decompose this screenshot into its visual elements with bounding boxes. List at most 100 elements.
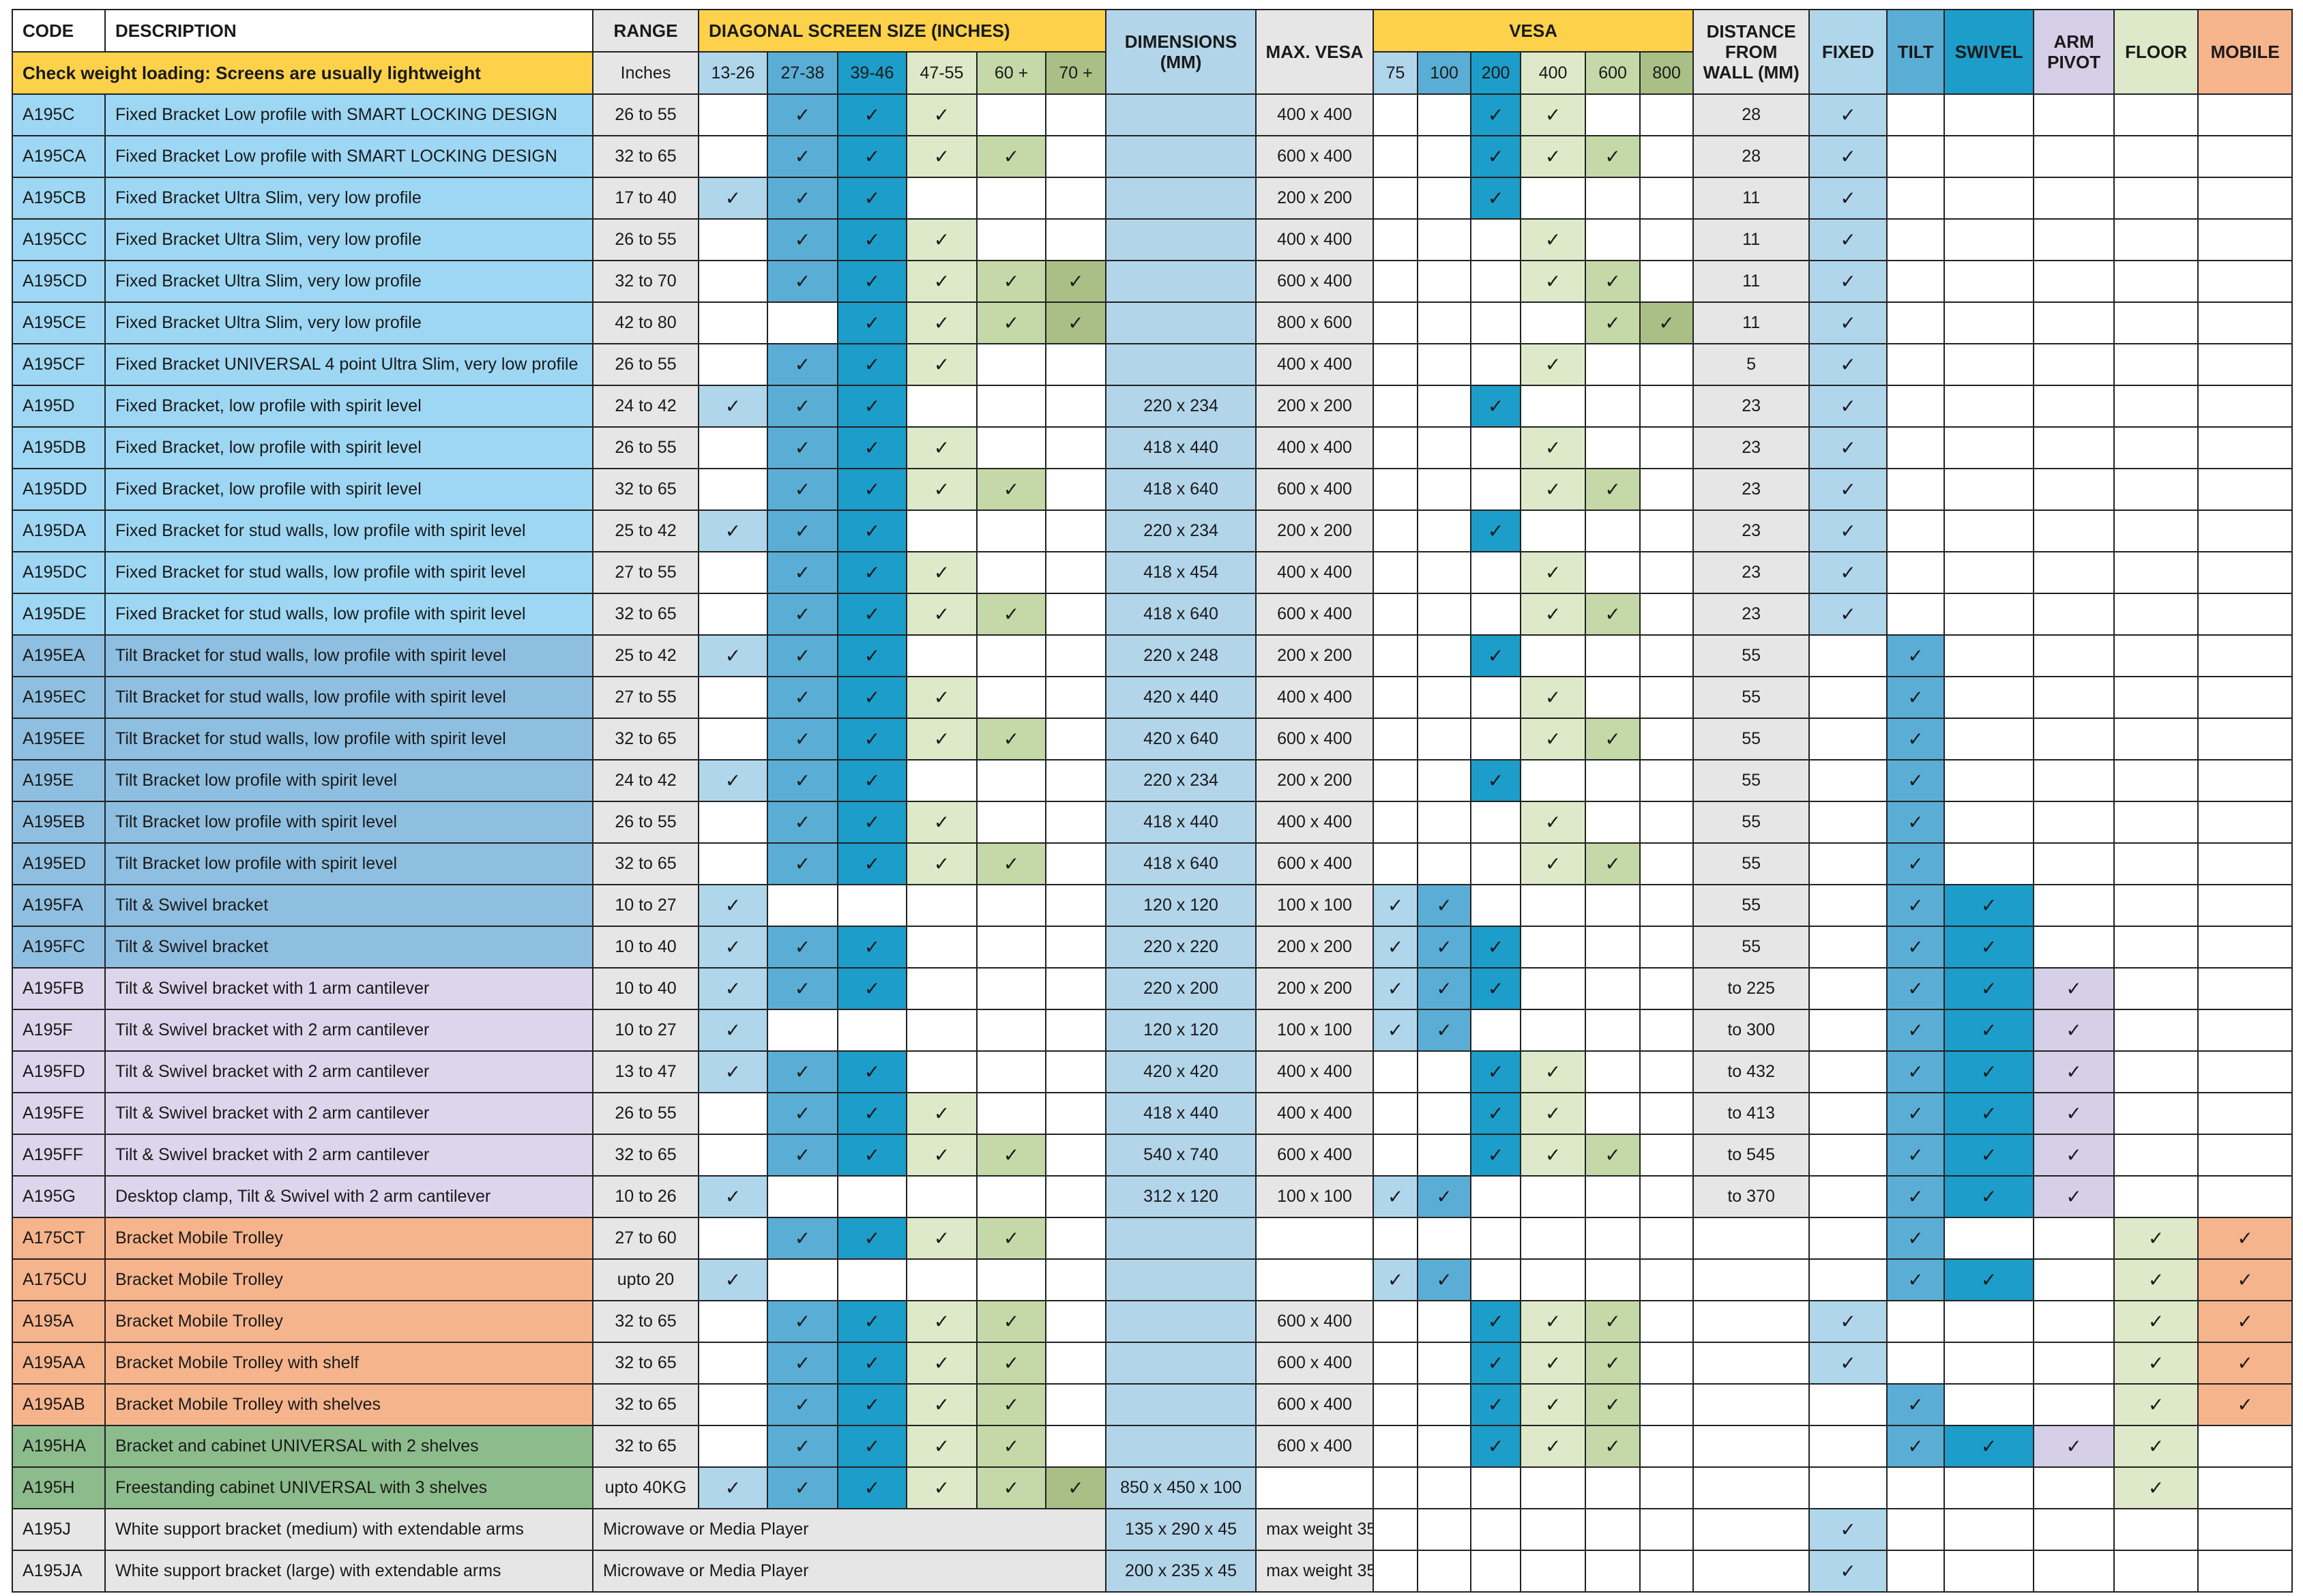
size-check: ✓ <box>837 1092 907 1135</box>
vesa-check <box>1639 260 1695 303</box>
distance: 55 <box>1692 676 1810 719</box>
vesa-check: ✓ <box>1520 1425 1587 1468</box>
vesa-check <box>1585 1550 1641 1593</box>
vesa-check <box>1470 593 1522 636</box>
feature-check <box>2197 1175 2293 1218</box>
vesa-check <box>1417 385 1472 428</box>
feature-check <box>1943 759 2035 802</box>
vesa-check <box>1373 93 1419 136</box>
range: 42 to 80 <box>592 301 699 344</box>
vesa-check <box>1639 93 1695 136</box>
feature-check: ✓ <box>2033 1050 2115 1093</box>
feature-check <box>2197 593 2293 636</box>
feature-check <box>2113 884 2199 927</box>
size-check: ✓ <box>906 426 978 469</box>
size-check <box>906 509 978 552</box>
feature-check <box>2033 468 2115 511</box>
feature-check <box>2197 1092 2293 1135</box>
size-check <box>976 93 1046 136</box>
vesa-check <box>1470 1175 1522 1218</box>
distance: 11 <box>1692 177 1810 220</box>
distance: 5 <box>1692 343 1810 386</box>
distance: 55 <box>1692 884 1810 927</box>
feature-check: ✓ <box>1808 593 1888 636</box>
feature-check: ✓ <box>2113 1258 2199 1301</box>
feature-check: ✓ <box>1886 842 1946 885</box>
vesa-check: ✓ <box>1470 1050 1522 1093</box>
distance: 28 <box>1692 135 1810 178</box>
vesa-check: ✓ <box>1470 634 1522 677</box>
description: Tilt Bracket low profile with spirit lev… <box>104 842 593 885</box>
feature-check <box>2033 135 2115 178</box>
distance <box>1692 1508 1810 1551</box>
size-check: ✓ <box>906 1217 978 1260</box>
vesa-check: ✓ <box>1520 842 1587 885</box>
size-check: ✓ <box>767 1425 838 1468</box>
range: 32 to 65 <box>592 1425 699 1468</box>
vesa-check <box>1373 759 1419 802</box>
code: A195JA <box>12 1550 106 1593</box>
vesa-check <box>1520 634 1587 677</box>
header-feature: TILT <box>1886 9 1946 95</box>
feature-check <box>2113 759 2199 802</box>
max-vesa: max weight 35KG <box>1255 1550 1375 1593</box>
size-check: ✓ <box>837 177 907 220</box>
size-check <box>906 884 978 927</box>
feature-check <box>2113 93 2199 136</box>
max-vesa: 200 x 200 <box>1255 177 1375 220</box>
feature-check <box>2197 93 2293 136</box>
vesa-check <box>1639 1466 1695 1509</box>
size-check: ✓ <box>767 343 838 386</box>
size-check <box>1044 842 1107 885</box>
vesa-check: ✓ <box>1520 1134 1587 1177</box>
feature-check <box>2033 177 2115 220</box>
feature-check: ✓ <box>1808 551 1888 594</box>
feature-check <box>2197 218 2293 261</box>
feature-check: ✓ <box>1808 260 1888 303</box>
vesa-check <box>1373 842 1419 885</box>
feature-check: ✓ <box>2197 1383 2293 1426</box>
size-check: ✓ <box>698 509 768 552</box>
max-vesa: 600 x 400 <box>1255 718 1375 760</box>
feature-check <box>2113 177 2199 220</box>
size-check <box>906 634 978 677</box>
code: A195DD <box>12 468 106 511</box>
range: 27 to 55 <box>592 676 699 719</box>
feature-check: ✓ <box>1943 1425 2035 1468</box>
vesa-check <box>1417 468 1472 511</box>
header-feature: ARM PIVOT <box>2033 9 2115 95</box>
size-check <box>1044 1092 1107 1135</box>
description: Fixed Bracket Low profile with SMART LOC… <box>104 93 593 136</box>
vesa-check: ✓ <box>1520 218 1587 261</box>
vesa-check <box>1470 260 1522 303</box>
range: 27 to 55 <box>592 551 699 594</box>
vesa-check <box>1639 1258 1695 1301</box>
feature-check: ✓ <box>2197 1217 2293 1260</box>
vesa-check <box>1417 1092 1472 1135</box>
vesa-check: ✓ <box>1520 93 1587 136</box>
vesa-check <box>1585 551 1641 594</box>
feature-check <box>2033 1300 2115 1343</box>
feature-check: ✓ <box>1886 801 1946 844</box>
distance <box>1692 1466 1810 1509</box>
range: 26 to 55 <box>592 343 699 386</box>
size-check: ✓ <box>906 1300 978 1343</box>
feature-check <box>2113 1092 2199 1135</box>
size-check <box>767 301 838 344</box>
size-check: ✓ <box>837 1383 907 1426</box>
vesa-check <box>1373 1217 1419 1260</box>
feature-check <box>2033 1466 2115 1509</box>
max-vesa: 400 x 400 <box>1255 551 1375 594</box>
max-vesa: 400 x 400 <box>1255 218 1375 261</box>
range: 32 to 65 <box>592 135 699 178</box>
feature-check <box>2113 801 2199 844</box>
distance <box>1692 1300 1810 1343</box>
feature-check <box>1808 1466 1888 1509</box>
size-check: ✓ <box>698 1466 768 1509</box>
size-check: ✓ <box>906 1342 978 1385</box>
feature-check <box>2113 343 2199 386</box>
size-check: ✓ <box>976 301 1046 344</box>
code: A195ED <box>12 842 106 885</box>
feature-check <box>1943 343 2035 386</box>
range: 32 to 65 <box>592 1383 699 1426</box>
